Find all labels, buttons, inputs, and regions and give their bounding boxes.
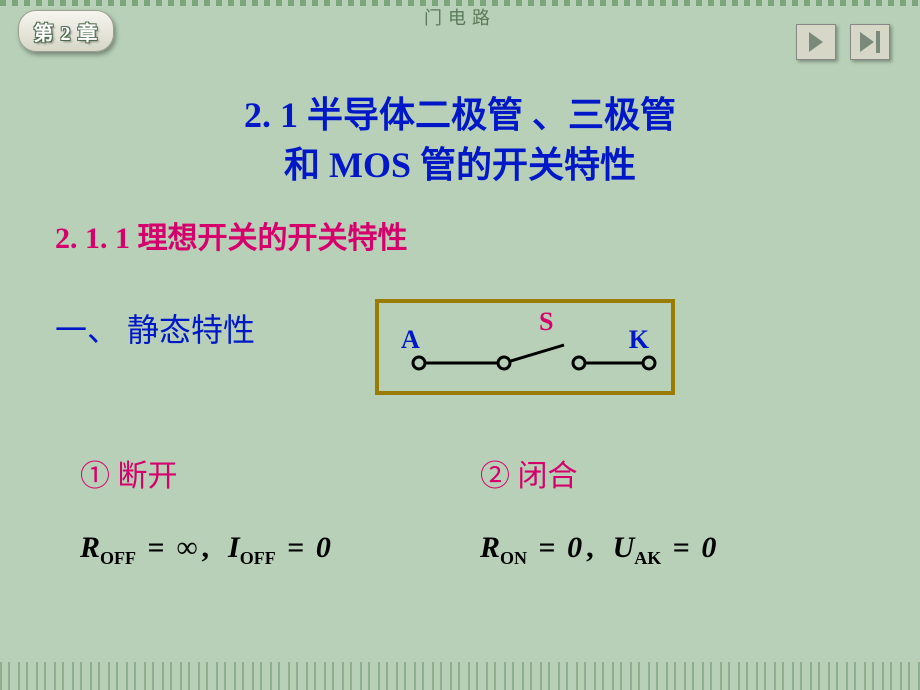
eq1: = [148,531,165,564]
chapter-badge: 第 2 章 [18,10,114,52]
last-slide-button[interactable] [850,24,890,60]
section-heading: 一、 静态特性 [55,305,255,351]
val-Rinf: ∞ [176,531,197,564]
states-row: ① 断开 ROFF = ∞, IOFF = 0 ② 闭合 RON = 0, UA… [0,451,920,569]
play-icon [860,32,874,52]
subsection-title: 2. 1. 1 理想开关的开关特性 [55,213,920,257]
main-title-line2: 和 MOS 管的开关特性 [0,140,920,190]
sub-I: OFF [240,548,276,568]
switch-label-S: S [539,307,553,337]
state-open: ① 断开 ROFF = ∞, IOFF = 0 [80,451,480,569]
val-I0: 0 [316,531,331,564]
main-title-line1: 2. 1 半导体二极管 、三极管 [0,90,920,140]
next-slide-button[interactable] [796,24,836,60]
main-title: 2. 1 半导体二极管 、三极管 和 MOS 管的开关特性 [0,90,920,191]
state-open-heading: ① 断开 [80,451,480,495]
comma1: , [202,531,210,564]
eq2: = [287,531,304,564]
top-decorative-border [0,0,920,6]
eq3: = [539,531,556,564]
switch-label-A: A [401,325,420,355]
comma2: , [586,531,594,564]
chapter-badge-text: 第 2 章 [34,17,99,46]
sub-U: AK [634,548,661,568]
sub-R2: ON [500,548,527,568]
eq4: = [673,531,690,564]
sub-R: OFF [100,548,136,568]
val-U0: 0 [701,531,716,564]
sym-R2: R [480,531,500,564]
sym-U: U [613,531,635,564]
state-closed: ② 闭合 RON = 0, UAK = 0 [480,451,880,569]
sym-I: I [228,531,240,564]
nav-buttons [796,24,890,60]
state-open-formula: ROFF = ∞, IOFF = 0 [80,531,480,569]
state-closed-heading: ② 闭合 [480,451,880,495]
sym-R: R [80,531,100,564]
play-icon [809,32,823,52]
bar-icon [876,31,880,53]
section-row: 一、 静态特性 A S K [0,305,920,395]
val-R0: 0 [567,531,582,564]
bottom-decorative-border [0,662,920,690]
switch-label-K: K [629,325,649,355]
switch-diagram: A S K [375,299,675,395]
state-closed-formula: RON = 0, UAK = 0 [480,531,880,569]
